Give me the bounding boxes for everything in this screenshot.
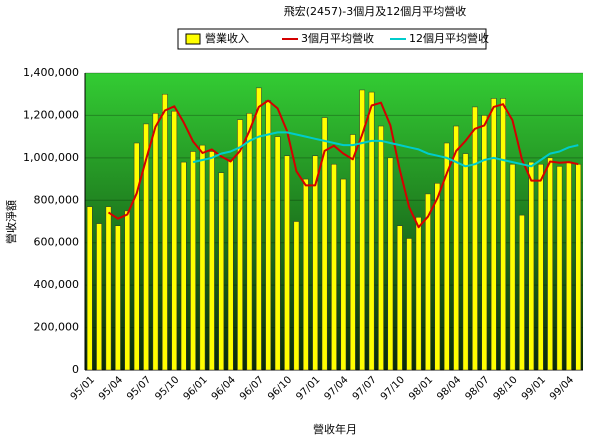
bar bbox=[415, 217, 422, 371]
x-tick-label: 98/07 bbox=[463, 374, 491, 402]
bar bbox=[115, 225, 121, 371]
bar bbox=[199, 144, 206, 371]
x-tick-label: 99/01 bbox=[520, 374, 548, 402]
bar bbox=[378, 125, 384, 371]
legend-swatch bbox=[185, 33, 201, 45]
bar bbox=[105, 206, 112, 371]
bar bbox=[528, 161, 535, 371]
bar bbox=[575, 163, 582, 371]
bar bbox=[490, 98, 497, 371]
bar bbox=[218, 172, 225, 371]
bar bbox=[133, 142, 140, 371]
bar bbox=[96, 223, 102, 371]
y-tick-label: 0 bbox=[72, 363, 79, 376]
y-tick-label: 1,400,000 bbox=[23, 66, 79, 79]
bar bbox=[255, 87, 262, 371]
bar bbox=[152, 113, 159, 371]
x-tick-label: 96/07 bbox=[238, 374, 266, 402]
line bbox=[192, 131, 579, 168]
y-tick-label: 1,000,000 bbox=[23, 151, 79, 164]
bar bbox=[265, 100, 272, 371]
bar bbox=[368, 91, 375, 371]
bar bbox=[312, 155, 319, 371]
bar bbox=[472, 106, 478, 371]
y-tick-label: 400,000 bbox=[34, 278, 80, 291]
bar bbox=[509, 163, 516, 371]
chart-title: 飛宏(2457)-3個月及12個月平均營收 bbox=[284, 4, 467, 18]
bar bbox=[86, 206, 93, 371]
bar bbox=[425, 193, 431, 371]
bar bbox=[340, 178, 347, 371]
legend-box bbox=[177, 28, 487, 50]
bar bbox=[537, 163, 544, 371]
bar bbox=[284, 155, 290, 371]
bar bbox=[481, 115, 488, 371]
bar bbox=[566, 161, 572, 371]
legend-label: 12個月平均營收 bbox=[409, 31, 489, 45]
bar bbox=[190, 151, 196, 371]
bar bbox=[227, 159, 234, 371]
bar bbox=[500, 98, 506, 371]
x-tick-label: 95/07 bbox=[125, 374, 153, 402]
bar bbox=[246, 113, 253, 371]
bar bbox=[180, 161, 187, 371]
bar bbox=[124, 210, 131, 371]
bar bbox=[443, 142, 450, 371]
bar bbox=[396, 225, 403, 371]
bar bbox=[302, 178, 309, 371]
bar bbox=[274, 136, 281, 371]
x-tick-label: 98/01 bbox=[407, 374, 435, 402]
line bbox=[107, 99, 579, 229]
bar bbox=[293, 221, 300, 371]
bar bbox=[387, 157, 394, 371]
y-tick-label: 1,200,000 bbox=[23, 108, 79, 121]
x-tick-label: 95/01 bbox=[69, 374, 97, 402]
x-tick-label: 96/10 bbox=[266, 374, 294, 402]
bar bbox=[359, 89, 366, 371]
bar bbox=[349, 134, 356, 371]
x-tick-label: 96/04 bbox=[210, 374, 238, 402]
legend-label: 營業收入 bbox=[205, 31, 249, 45]
legend-label: 3個月平均營收 bbox=[301, 31, 374, 45]
x-tick-label: 95/10 bbox=[153, 374, 181, 402]
bar bbox=[143, 123, 149, 371]
y-tick-label: 200,000 bbox=[34, 321, 80, 334]
bar bbox=[434, 183, 441, 371]
bar bbox=[331, 163, 337, 371]
x-tick-label: 98/10 bbox=[492, 374, 520, 402]
bar bbox=[462, 153, 469, 371]
x-tick-label: 97/04 bbox=[322, 374, 350, 402]
x-tick-label: 99/04 bbox=[548, 374, 576, 402]
x-tick-label: 95/04 bbox=[97, 374, 125, 402]
x-tick-label: 97/01 bbox=[294, 374, 322, 402]
y-tick-label: 600,000 bbox=[34, 236, 80, 249]
bar bbox=[208, 151, 215, 371]
x-tick-label: 98/04 bbox=[435, 374, 463, 402]
bar bbox=[162, 93, 168, 371]
x-tick-label: 97/07 bbox=[351, 374, 379, 402]
bar bbox=[519, 214, 525, 371]
bar bbox=[453, 125, 460, 371]
x-tick-label: 96/01 bbox=[182, 374, 210, 402]
y-tick-label: 800,000 bbox=[34, 193, 80, 206]
bar bbox=[321, 117, 328, 371]
bar bbox=[237, 119, 243, 371]
bar bbox=[556, 166, 563, 371]
bar bbox=[171, 110, 178, 371]
x-axis-label: 營收年月 bbox=[313, 422, 357, 436]
x-tick-label: 97/10 bbox=[379, 374, 407, 402]
bar bbox=[406, 238, 413, 371]
bar bbox=[547, 157, 553, 371]
y-axis-label: 營收淨額 bbox=[4, 200, 18, 244]
